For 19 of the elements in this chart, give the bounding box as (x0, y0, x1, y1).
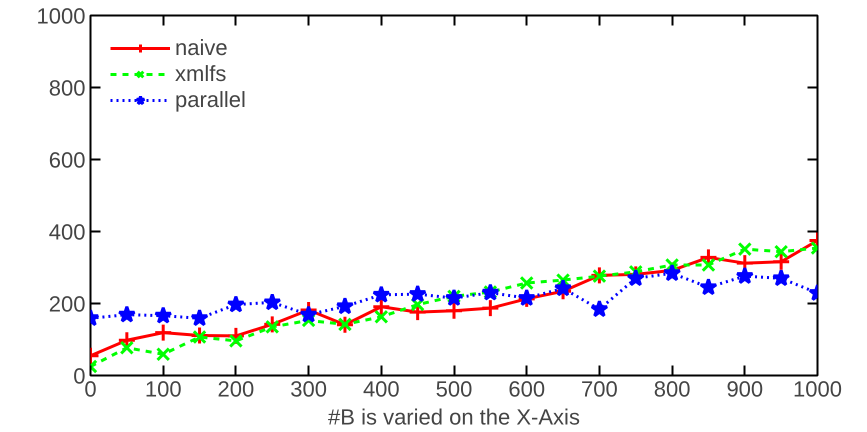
x-tick-label: 400 (362, 376, 400, 402)
legend-label: parallel (175, 87, 246, 113)
legend-label: naive (175, 35, 228, 61)
x-tick-label: 600 (508, 376, 546, 402)
y-tick-label: 800 (48, 76, 86, 100)
x-tick-label: 100 (144, 376, 182, 402)
y-tick-label: 200 (48, 292, 86, 316)
x-tick-label: 300 (290, 376, 327, 402)
x-axis-title: #B is varied on the X-Axis (328, 404, 580, 430)
x-tick-label: 200 (218, 376, 254, 402)
y-tick-label: 600 (48, 148, 86, 172)
y-tick-label: 400 (48, 220, 86, 244)
y-tick-label: 1000 (36, 4, 86, 28)
x-tick-label: 1000 (793, 376, 842, 402)
x-tick-label: 500 (436, 376, 472, 402)
legend-label: xmlfs (175, 61, 226, 87)
x-tick-label: 700 (581, 376, 618, 402)
x-tick-label: 900 (726, 376, 764, 402)
x-tick-label: 800 (654, 376, 690, 402)
